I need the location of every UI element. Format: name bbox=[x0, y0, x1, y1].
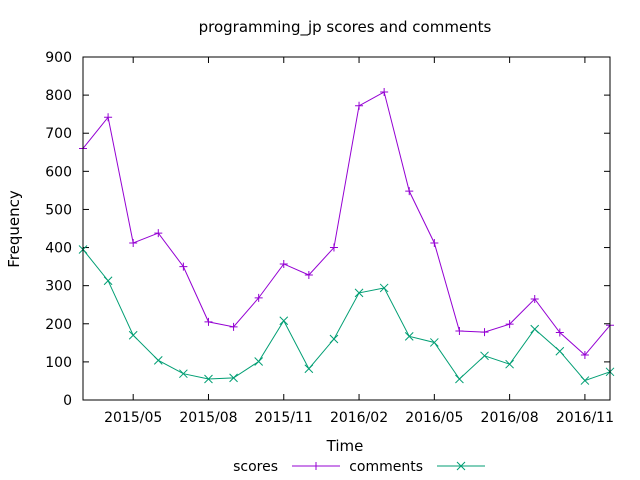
comments-point bbox=[279, 316, 289, 326]
scores-point bbox=[530, 295, 539, 304]
plot-frame bbox=[82, 56, 611, 401]
comments-point bbox=[329, 334, 339, 344]
comments-point bbox=[354, 288, 364, 298]
x-axis-label: Time bbox=[326, 437, 364, 455]
x-tick-label: 2016/02 bbox=[330, 410, 388, 426]
x-tick-label: 2015/05 bbox=[104, 410, 162, 426]
scores-point bbox=[329, 243, 338, 252]
x-tick-label: 2016/08 bbox=[481, 410, 539, 426]
comments-point bbox=[505, 359, 514, 369]
comments-point bbox=[179, 369, 188, 379]
y-axis-label: Frequency bbox=[5, 190, 23, 268]
chart-title: programming_jp scores and comments bbox=[199, 18, 492, 37]
scores-point bbox=[480, 328, 489, 337]
x-tick-label: 2016/11 bbox=[556, 410, 614, 426]
scores-point bbox=[129, 238, 138, 247]
y-tick-label: 900 bbox=[45, 50, 72, 66]
scores-point bbox=[405, 187, 414, 196]
comments-point bbox=[103, 276, 113, 286]
scores-line bbox=[82, 91, 611, 356]
comments-point bbox=[404, 332, 414, 341]
y-tick-label: 600 bbox=[45, 164, 72, 180]
scores-point bbox=[204, 317, 213, 326]
comments-point bbox=[128, 330, 138, 340]
scores-point bbox=[580, 351, 589, 360]
scores-point bbox=[304, 270, 313, 279]
comments-point bbox=[153, 356, 163, 365]
scores-point bbox=[555, 328, 564, 337]
scores-point bbox=[355, 101, 364, 110]
comments-point bbox=[254, 357, 264, 366]
comments-point bbox=[480, 351, 489, 361]
plot-series bbox=[78, 88, 615, 385]
y-tick-label: 500 bbox=[45, 202, 72, 218]
legend: scores comments bbox=[233, 459, 485, 475]
x-tick-label: 2016/05 bbox=[405, 410, 463, 426]
legend-marker-scores bbox=[312, 462, 320, 470]
comments-point bbox=[555, 346, 565, 356]
scores-point bbox=[229, 322, 238, 331]
x-tick-label: 2015/08 bbox=[179, 410, 237, 426]
comments-point bbox=[455, 374, 464, 384]
comments-point bbox=[204, 374, 213, 384]
comments-point bbox=[580, 376, 590, 385]
scores-point bbox=[380, 88, 389, 97]
y-tick-label: 800 bbox=[45, 88, 72, 104]
scores-point bbox=[455, 327, 464, 336]
axis-ticks: 0 100 200 300 400 500 600 700 800 900 2015/05 2015/… bbox=[45, 50, 614, 426]
comments-line bbox=[82, 249, 611, 382]
legend-marker-comments bbox=[456, 461, 466, 471]
y-tick-label: 100 bbox=[45, 355, 72, 371]
y-tick-label: 300 bbox=[45, 279, 72, 295]
comments-point bbox=[229, 373, 238, 383]
scores-point bbox=[279, 259, 288, 268]
comments-point bbox=[530, 324, 540, 334]
comments-point bbox=[429, 338, 439, 347]
scores-point bbox=[154, 229, 163, 238]
scores-point bbox=[179, 262, 188, 271]
comments-point bbox=[379, 283, 389, 293]
scores-point bbox=[505, 320, 514, 329]
y-tick-label: 400 bbox=[45, 241, 72, 257]
y-tick-label: 0 bbox=[63, 393, 72, 409]
legend-label-comments: comments bbox=[349, 459, 423, 475]
series-scores bbox=[79, 88, 614, 360]
y-tick-label: 200 bbox=[45, 317, 72, 333]
scores-point bbox=[254, 293, 263, 302]
comments-point bbox=[304, 364, 314, 374]
series-comments bbox=[78, 245, 615, 385]
x-tick-label: 2015/11 bbox=[255, 410, 313, 426]
legend-label-scores: scores bbox=[233, 459, 278, 475]
scores-point bbox=[430, 238, 439, 247]
scores-point bbox=[104, 113, 113, 122]
y-tick-label: 700 bbox=[45, 126, 72, 142]
